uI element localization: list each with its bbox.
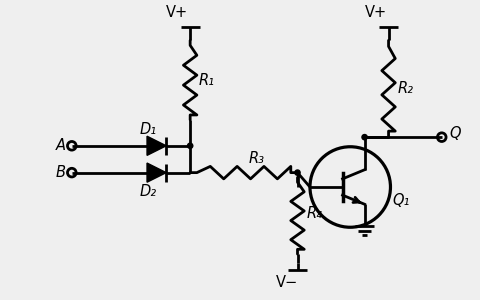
Circle shape: [188, 143, 193, 148]
Text: R₄: R₄: [306, 206, 322, 221]
Text: D₂: D₂: [140, 184, 157, 199]
Text: B: B: [56, 165, 65, 180]
Circle shape: [362, 134, 367, 140]
Text: Q₁: Q₁: [393, 193, 410, 208]
Text: V+: V+: [166, 5, 188, 20]
Circle shape: [295, 170, 300, 175]
Polygon shape: [147, 163, 166, 182]
Text: R₂: R₂: [397, 81, 413, 96]
Text: V+: V+: [365, 5, 387, 20]
Text: R₁: R₁: [199, 73, 215, 88]
Text: V−: V−: [276, 275, 298, 290]
Polygon shape: [147, 136, 166, 155]
Text: Q: Q: [450, 126, 461, 141]
Text: D₁: D₁: [140, 122, 157, 136]
Text: R₃: R₃: [249, 151, 264, 166]
Text: A: A: [56, 138, 65, 153]
